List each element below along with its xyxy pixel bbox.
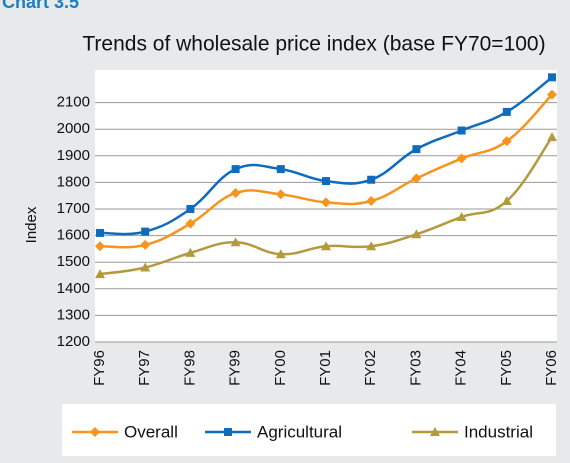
y-tick-label: 1500 xyxy=(57,253,90,270)
marker xyxy=(456,211,467,221)
marker xyxy=(547,132,557,142)
marker xyxy=(140,262,151,272)
x-tick-label: FY99 xyxy=(227,350,244,386)
x-tick-label: FY00 xyxy=(272,350,289,386)
marker xyxy=(275,249,286,259)
marker xyxy=(95,269,105,279)
marker xyxy=(186,205,195,213)
marker xyxy=(430,427,440,436)
marker xyxy=(230,188,241,199)
x-tick-label: FY96 xyxy=(91,350,108,386)
marker xyxy=(457,126,466,135)
x-tick-label: FY03 xyxy=(407,350,424,386)
marker xyxy=(412,145,421,154)
y-tick-label: 1600 xyxy=(57,227,90,244)
marker xyxy=(321,241,331,251)
y-axis-label: Index xyxy=(23,206,40,243)
marker xyxy=(367,175,376,184)
marker xyxy=(275,189,286,200)
marker xyxy=(224,428,232,436)
y-tick-label: 2000 xyxy=(57,120,90,137)
legend-label: Overall xyxy=(124,422,178,441)
marker xyxy=(276,165,285,174)
y-tick-label: 1400 xyxy=(57,280,90,297)
marker xyxy=(322,177,330,186)
marker xyxy=(366,196,377,207)
y-tick-label: 1900 xyxy=(57,147,90,164)
chart-heading: Chart 3.5 xyxy=(2,0,79,12)
marker xyxy=(547,89,557,100)
marker xyxy=(366,241,377,251)
marker xyxy=(321,197,331,208)
marker xyxy=(96,228,104,237)
y-tick-label: 2100 xyxy=(57,94,90,111)
marker xyxy=(90,427,100,437)
marker xyxy=(548,73,556,82)
marker xyxy=(185,247,196,257)
x-tick-label: FY02 xyxy=(362,350,379,386)
legend-label: Agricultural xyxy=(257,422,342,441)
marker xyxy=(231,165,240,174)
legend-label: Industrial xyxy=(464,422,533,441)
marker xyxy=(411,173,422,184)
marker xyxy=(141,227,150,236)
y-tick-label: 1700 xyxy=(57,200,90,217)
x-tick-label: FY97 xyxy=(136,350,153,386)
x-tick-label: FY98 xyxy=(181,350,198,386)
x-tick-label: FY04 xyxy=(453,350,470,386)
marker xyxy=(456,153,467,164)
marker xyxy=(411,229,422,239)
x-tick-label: FY06 xyxy=(543,350,560,386)
marker xyxy=(501,136,512,147)
x-tick-label: FY01 xyxy=(317,350,334,386)
y-tick-label: 1300 xyxy=(57,306,90,323)
marker xyxy=(95,241,105,252)
y-tick-label: 1200 xyxy=(57,333,90,350)
marker xyxy=(501,196,512,206)
legend xyxy=(62,404,556,456)
marker xyxy=(230,237,241,247)
marker xyxy=(140,239,151,250)
marker xyxy=(502,107,511,116)
marker xyxy=(185,218,196,229)
x-tick-label: FY05 xyxy=(498,350,515,386)
y-tick-label: 1800 xyxy=(57,173,90,190)
chart-title: Trends of wholesale price index (base FY… xyxy=(82,33,545,56)
